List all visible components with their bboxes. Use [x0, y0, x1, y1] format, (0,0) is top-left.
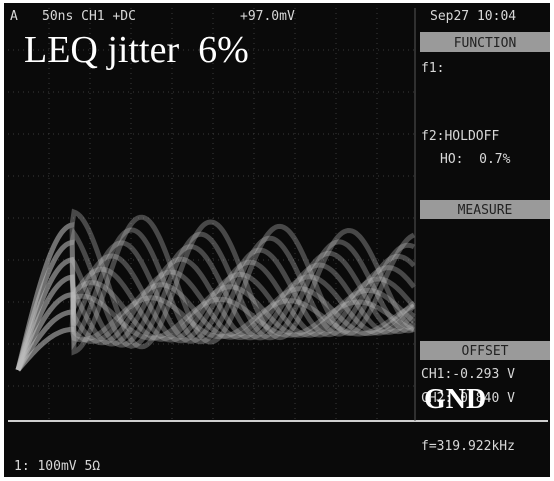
timebase: 50ns CH1 +DC	[42, 9, 136, 24]
f1-label: f1:	[421, 61, 444, 76]
channel-scale: 1: 100mV 5Ω	[14, 459, 100, 474]
oscilloscope-screen: A 50ns CH1 +DC +97.0mV Sep27 10:04 LEQ j…	[0, 0, 554, 481]
datetime: Sep27 10:04	[430, 9, 516, 24]
offset-header: OFFSET	[462, 344, 509, 359]
holdoff-value: HO: 0.7%	[440, 152, 511, 167]
measure-header: MEASURE	[458, 203, 513, 218]
mode: A	[10, 9, 18, 24]
f2-label: f2:HOLDOFF	[421, 129, 499, 144]
frequency: f=319.922kHz	[421, 439, 515, 454]
ch1-offset: CH1:-0.293 V	[421, 367, 515, 382]
gnd-overlay: GND	[424, 384, 486, 415]
trigger-level: +97.0mV	[240, 9, 295, 24]
overlay-title: LEQ jitter 6%	[24, 29, 249, 71]
function-header: FUNCTION	[454, 36, 517, 51]
